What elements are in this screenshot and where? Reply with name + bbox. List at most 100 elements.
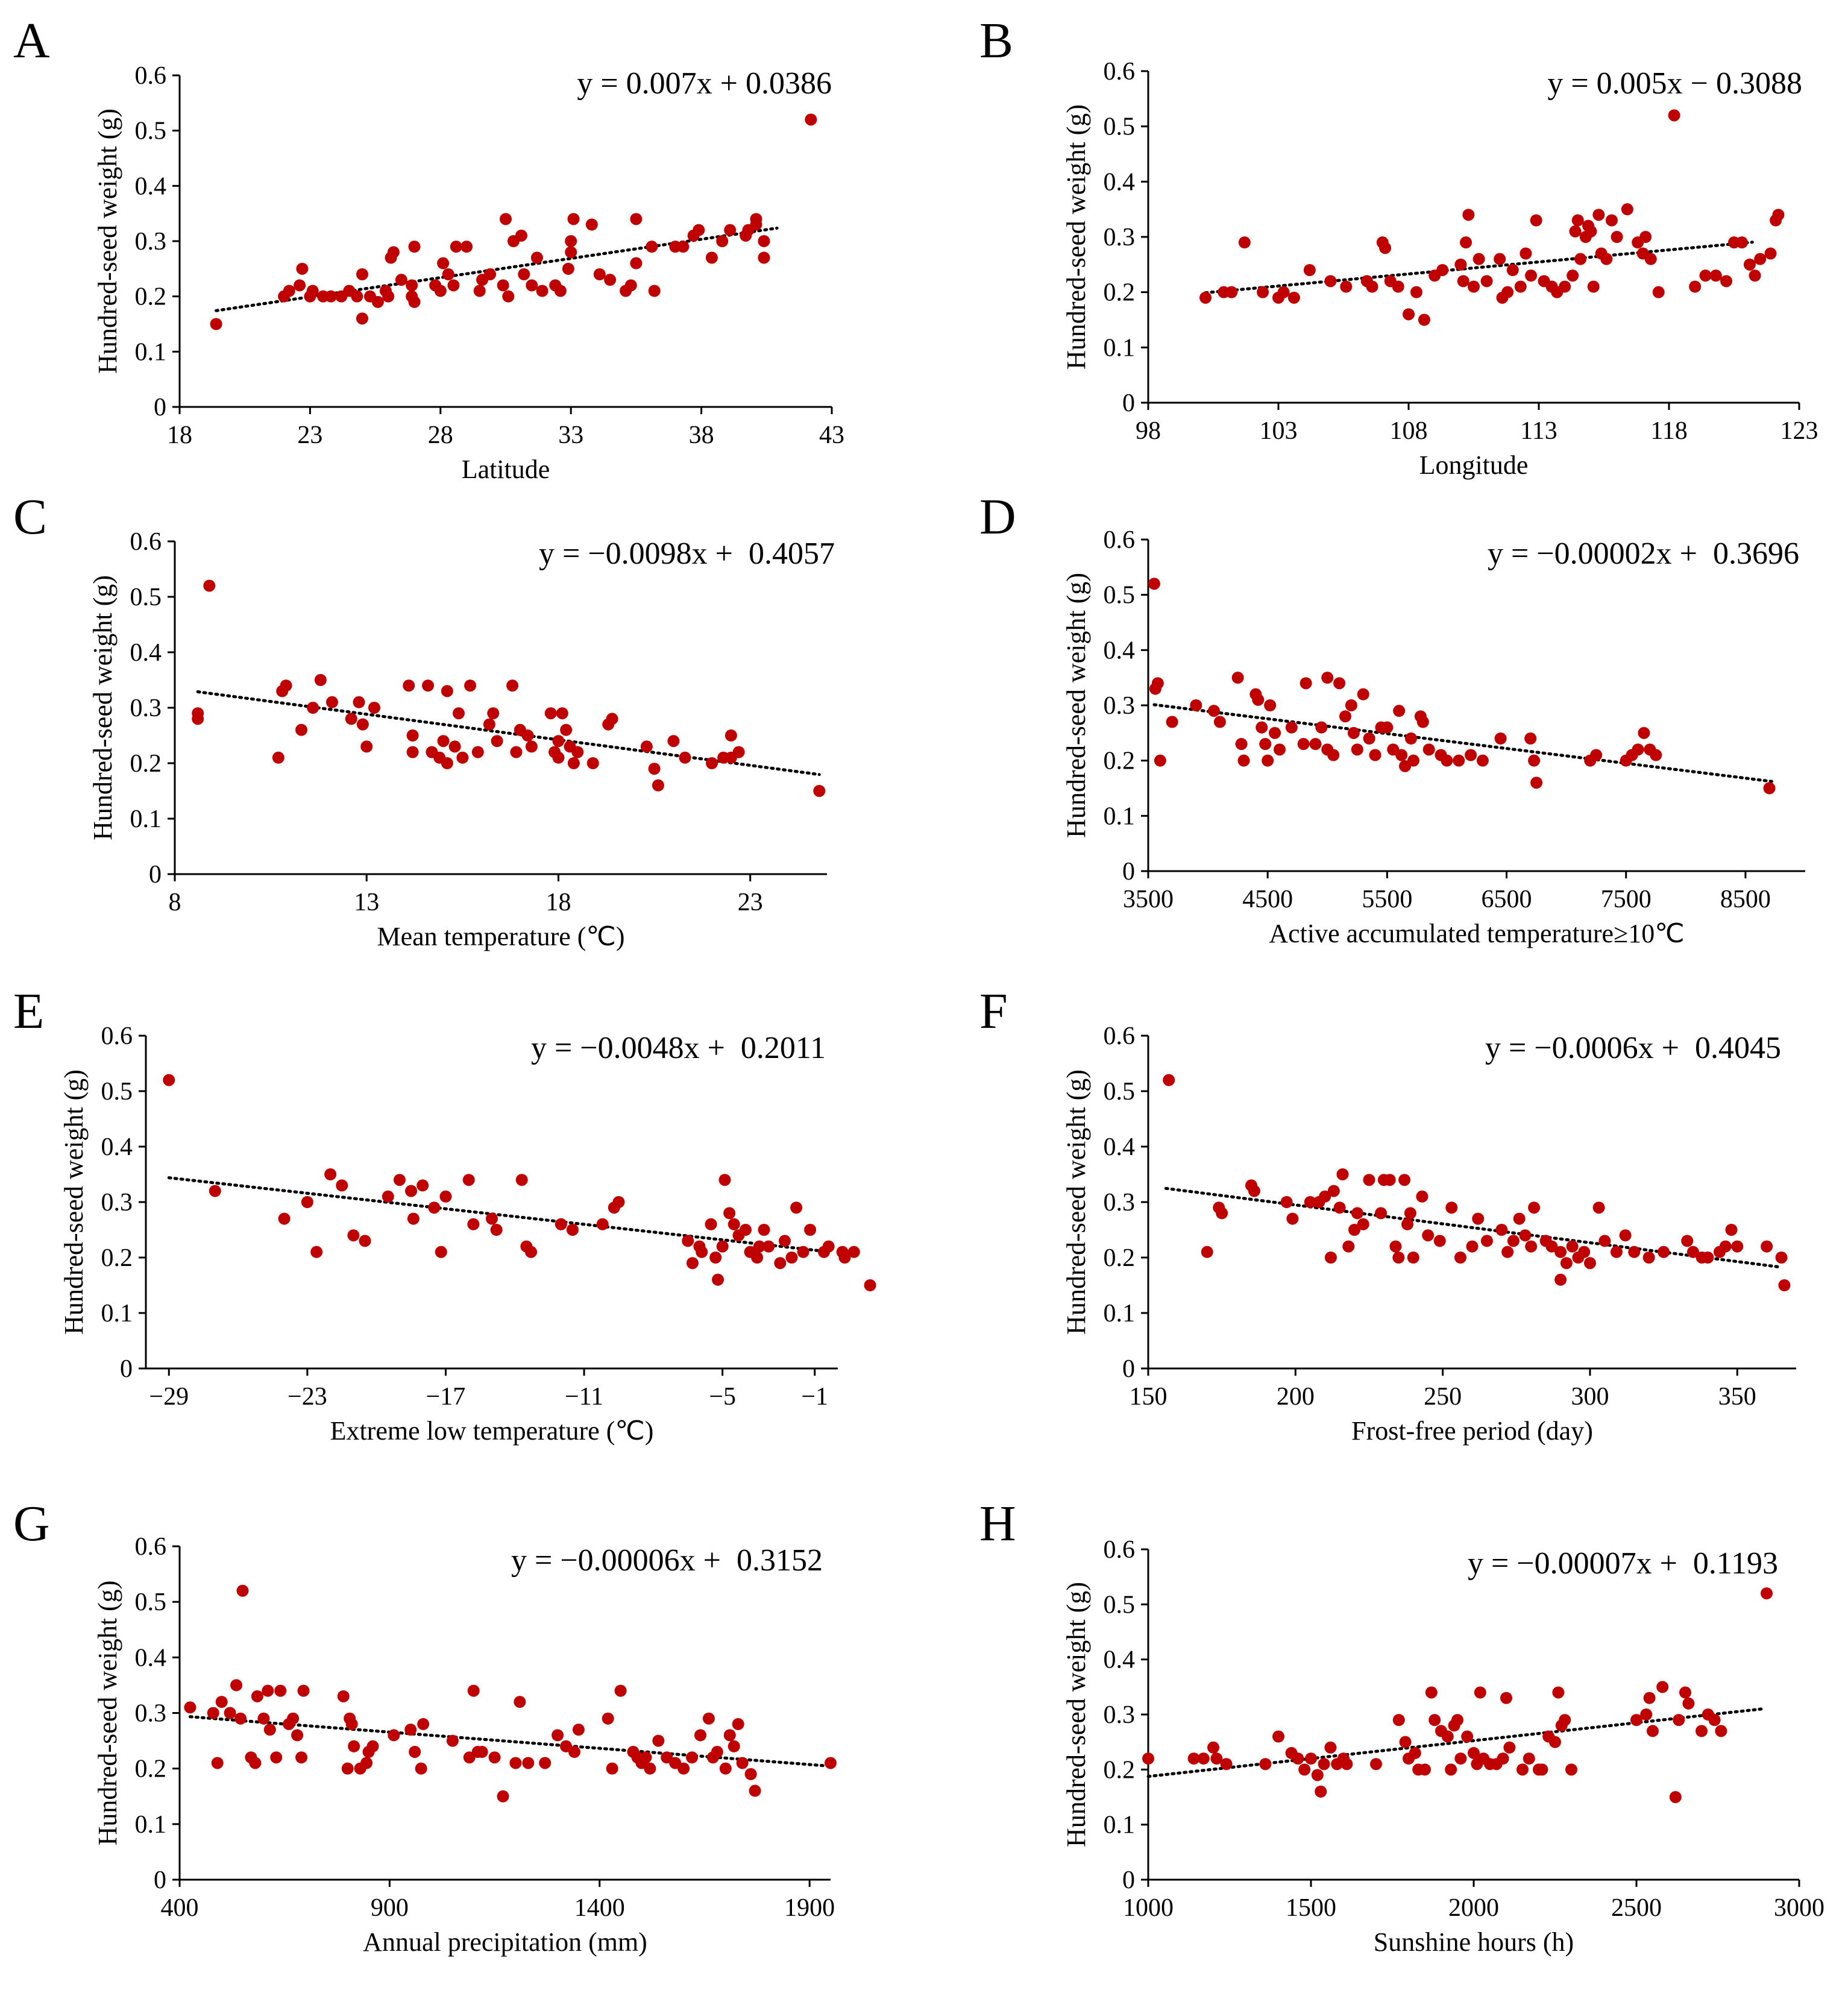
data-point xyxy=(1351,1207,1363,1220)
data-point xyxy=(210,318,222,330)
y-tick-label: 0.3 xyxy=(135,228,167,256)
data-point xyxy=(1357,688,1369,701)
y-tick-label: 0 xyxy=(154,394,166,421)
y-tick-label: 0.4 xyxy=(135,1644,167,1672)
data-point xyxy=(356,268,368,280)
data-point xyxy=(785,1252,798,1264)
data-point xyxy=(324,1168,337,1180)
data-point xyxy=(497,279,509,292)
trendline xyxy=(167,1176,828,1253)
data-point xyxy=(1277,286,1290,298)
panel-letter: G xyxy=(13,1496,50,1552)
data-point xyxy=(1578,1245,1591,1258)
data-point xyxy=(1363,732,1375,745)
data-point xyxy=(586,757,599,769)
data-point xyxy=(1375,1207,1388,1220)
y-tick-label: 0.5 xyxy=(101,1078,133,1106)
data-point xyxy=(437,257,450,269)
data-point xyxy=(652,1734,665,1747)
panel-letter: D xyxy=(979,489,1016,545)
data-point xyxy=(804,1224,817,1236)
data-point xyxy=(1775,1252,1788,1264)
data-point xyxy=(652,779,664,792)
data-point xyxy=(1569,225,1582,238)
y-axis-title: Hundred-seed weight (g) xyxy=(93,1581,122,1846)
data-point xyxy=(1187,1752,1200,1765)
data-point xyxy=(1630,1714,1642,1727)
data-point xyxy=(417,1718,430,1730)
data-point xyxy=(283,285,295,297)
data-point xyxy=(585,218,598,231)
data-point xyxy=(709,1252,722,1264)
data-point xyxy=(1454,1752,1467,1765)
data-point xyxy=(1142,1752,1154,1765)
data-point xyxy=(1336,1168,1349,1180)
y-tick-label: 0 xyxy=(120,1355,133,1383)
data-point xyxy=(1497,1752,1509,1765)
data-point xyxy=(353,696,365,708)
y-tick-label: 0.2 xyxy=(1104,279,1136,307)
data-point xyxy=(473,285,486,297)
x-tick-label: −5 xyxy=(709,1383,736,1411)
data-point xyxy=(1696,1725,1708,1737)
data-point xyxy=(1778,1279,1791,1291)
data-point xyxy=(562,262,574,275)
x-tick-label: 6500 xyxy=(1482,886,1532,913)
y-axis-title: Hundred-seed weight (g) xyxy=(1061,1582,1091,1847)
panel-d: D 0 0.1 0.2 0.3 0.4 0.5 0.6 3500 4500 5500 6500 7500… xyxy=(979,489,1805,948)
data-point xyxy=(1315,721,1328,734)
data-point xyxy=(1501,1245,1514,1258)
data-point xyxy=(732,746,745,758)
y-tick-label: 0.6 xyxy=(130,528,162,556)
data-point xyxy=(464,679,477,692)
trendline xyxy=(196,690,821,776)
data-point xyxy=(1592,209,1605,221)
data-point xyxy=(1401,1218,1413,1230)
data-point xyxy=(718,1174,731,1186)
data-point xyxy=(774,1257,787,1270)
y-tick-label: 0 xyxy=(1122,858,1135,886)
data-point xyxy=(1669,1791,1682,1803)
y-tick-label: 0.4 xyxy=(130,639,162,667)
data-point xyxy=(1381,721,1394,734)
data-point xyxy=(1652,286,1665,298)
data-point xyxy=(693,224,705,236)
data-point xyxy=(1764,247,1777,260)
data-point xyxy=(702,1712,715,1725)
data-point xyxy=(515,1174,528,1186)
data-point xyxy=(1441,1730,1454,1743)
data-point xyxy=(307,702,319,714)
data-point xyxy=(1216,1207,1228,1220)
data-point xyxy=(1525,1240,1538,1253)
data-point xyxy=(644,1762,656,1775)
data-point xyxy=(1480,1235,1493,1247)
x-tick-label: 13 xyxy=(354,889,379,916)
data-point xyxy=(1366,280,1378,293)
data-point xyxy=(525,740,538,753)
data-point xyxy=(1494,253,1506,265)
data-point xyxy=(1309,738,1322,751)
y-tick-label: 0.3 xyxy=(1104,1189,1136,1217)
y-tick-label: 0.6 xyxy=(135,1533,167,1561)
data-point xyxy=(1632,743,1644,756)
data-point xyxy=(211,1757,224,1769)
data-point xyxy=(1465,749,1477,761)
data-point xyxy=(1708,1714,1721,1727)
y-tick-label: 0.2 xyxy=(135,1755,167,1783)
data-point xyxy=(325,290,338,303)
data-point xyxy=(526,279,538,292)
data-point xyxy=(408,241,421,253)
data-point xyxy=(706,757,718,769)
y-tick-label: 0.5 xyxy=(135,118,167,145)
data-point xyxy=(1392,1252,1405,1264)
data-point xyxy=(567,757,580,769)
data-point xyxy=(1628,1245,1641,1258)
data-point xyxy=(1333,677,1346,690)
data-point xyxy=(1348,1224,1361,1236)
data-point xyxy=(1340,1758,1353,1771)
data-point xyxy=(406,729,419,742)
y-tick-label: 0.5 xyxy=(1104,1078,1136,1106)
data-point xyxy=(1441,754,1453,767)
data-point xyxy=(606,1762,618,1775)
data-point xyxy=(1252,693,1265,706)
